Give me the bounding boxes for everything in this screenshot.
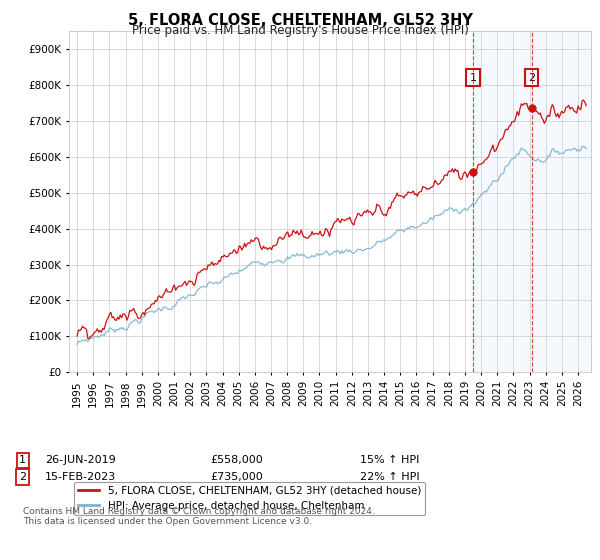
- Text: £735,000: £735,000: [210, 472, 263, 482]
- Text: 26-JUN-2019: 26-JUN-2019: [45, 455, 116, 465]
- Legend: 5, FLORA CLOSE, CHELTENHAM, GL52 3HY (detached house), HPI: Average price, detac: 5, FLORA CLOSE, CHELTENHAM, GL52 3HY (de…: [74, 482, 425, 515]
- Text: 15-FEB-2023: 15-FEB-2023: [45, 472, 116, 482]
- Text: 1: 1: [469, 73, 476, 82]
- Text: 22% ↑ HPI: 22% ↑ HPI: [360, 472, 419, 482]
- Text: 5, FLORA CLOSE, CHELTENHAM, GL52 3HY: 5, FLORA CLOSE, CHELTENHAM, GL52 3HY: [128, 13, 472, 28]
- Text: Contains HM Land Registry data © Crown copyright and database right 2024.
This d: Contains HM Land Registry data © Crown c…: [23, 507, 374, 526]
- Text: 2: 2: [528, 73, 535, 82]
- Text: 1: 1: [19, 455, 26, 465]
- Text: 15% ↑ HPI: 15% ↑ HPI: [360, 455, 419, 465]
- Text: 2: 2: [19, 472, 26, 482]
- Text: £558,000: £558,000: [210, 455, 263, 465]
- Text: Price paid vs. HM Land Registry's House Price Index (HPI): Price paid vs. HM Land Registry's House …: [131, 24, 469, 37]
- Bar: [472, 31, 591, 372]
